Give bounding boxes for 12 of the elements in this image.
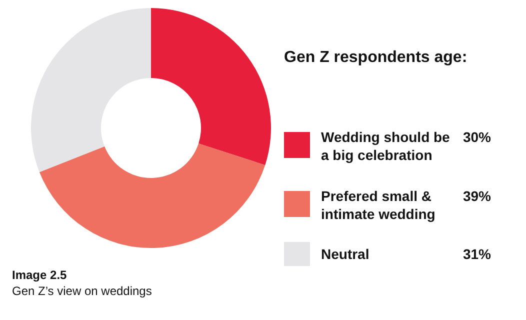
- data-label: 39%: [462, 188, 492, 204]
- donut-slice: [151, 8, 271, 166]
- data-label: 31%: [462, 246, 492, 262]
- legend-label: Neutral: [321, 246, 370, 262]
- donut-slice: [31, 8, 151, 172]
- data-label: 30%: [462, 129, 492, 145]
- text: Gen Z’s view on weddings: [12, 284, 152, 298]
- donut-slice: [39, 143, 266, 248]
- legend-label: Wedding should be a big celebration: [321, 129, 450, 163]
- text: Image 2.5: [12, 268, 68, 282]
- legend-title: Gen Z respondents age:: [284, 49, 468, 66]
- legend-label: Prefered small & intimate wedding: [321, 188, 436, 222]
